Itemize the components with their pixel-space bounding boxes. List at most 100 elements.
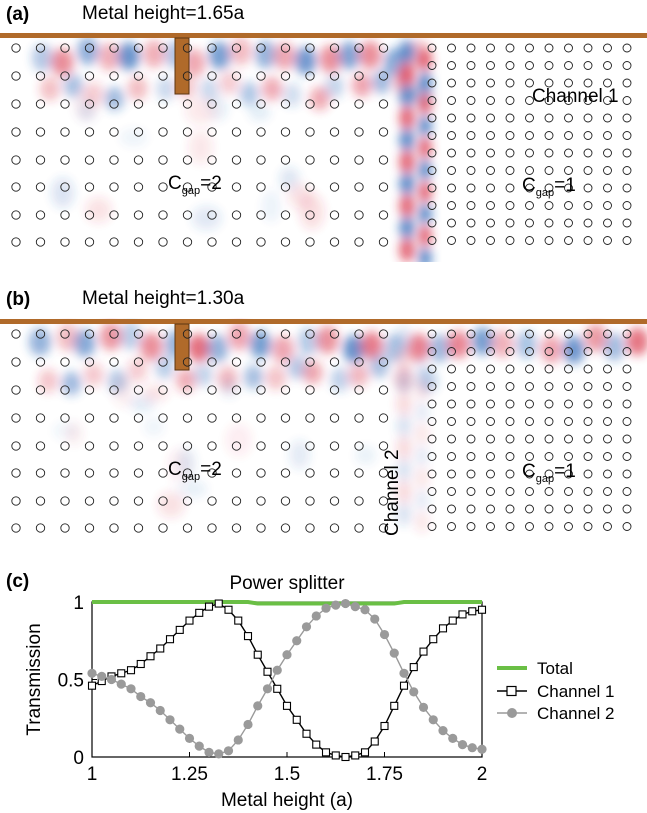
rod	[305, 155, 315, 165]
rod	[280, 329, 291, 339]
series-line	[92, 600, 482, 606]
data-point	[409, 663, 418, 672]
rod	[505, 504, 515, 514]
rod	[305, 237, 315, 247]
rod	[207, 71, 217, 81]
field-blob	[63, 73, 84, 98]
field-blob	[65, 422, 83, 446]
rod	[622, 78, 632, 88]
rod	[564, 452, 573, 461]
rod	[564, 61, 573, 70]
field-blob	[359, 41, 382, 70]
field-blob	[399, 128, 415, 152]
rod	[158, 385, 168, 395]
rod	[564, 166, 573, 175]
field-blob	[396, 502, 412, 526]
data-point	[428, 715, 438, 725]
series-channel-2	[87, 598, 487, 759]
field-blob	[143, 39, 166, 68]
rod	[427, 417, 437, 426]
field-map-a: Cgap=2 Cgap=1 Channel 1	[0, 33, 647, 262]
rod	[544, 43, 554, 53]
rod	[109, 127, 119, 137]
rod	[256, 329, 266, 339]
rod	[256, 385, 266, 395]
rod	[466, 417, 476, 426]
rod	[427, 434, 437, 444]
rod	[466, 347, 476, 356]
rod	[256, 441, 266, 451]
rod	[505, 201, 515, 210]
rod	[133, 413, 144, 423]
rod	[354, 210, 364, 220]
rod	[231, 385, 242, 395]
rod	[35, 385, 46, 395]
rod	[486, 218, 495, 228]
field-blob	[39, 76, 60, 101]
rod	[603, 183, 612, 193]
rod	[622, 504, 632, 514]
rod	[447, 218, 456, 228]
rod	[544, 183, 554, 193]
data-point	[204, 747, 214, 757]
rod	[329, 127, 340, 137]
rod	[305, 210, 315, 220]
rod	[447, 452, 456, 461]
rod	[466, 166, 476, 175]
rod	[603, 364, 612, 374]
rod	[84, 155, 95, 165]
rod	[466, 382, 476, 391]
data-point	[155, 705, 165, 716]
rod	[603, 218, 612, 228]
rod	[525, 399, 534, 409]
rod	[329, 357, 340, 367]
rod	[544, 96, 554, 105]
rod	[544, 364, 554, 374]
legend-entry: Total	[497, 659, 573, 678]
field-blob	[399, 150, 415, 174]
data-point	[380, 721, 389, 731]
rod	[622, 201, 632, 210]
rod	[256, 182, 266, 192]
field-blob	[396, 480, 412, 504]
field-blob	[399, 172, 415, 196]
field-blob	[399, 238, 415, 262]
rod	[109, 155, 119, 165]
rod	[544, 522, 554, 531]
rod	[35, 496, 46, 506]
rod	[564, 347, 573, 356]
rod	[182, 385, 193, 395]
rod	[466, 183, 476, 193]
rod	[207, 496, 217, 506]
field-blob	[249, 330, 272, 359]
rod-lattice	[11, 43, 632, 247]
rod	[84, 357, 95, 367]
rod	[60, 523, 70, 533]
data-point	[145, 698, 156, 708]
rod	[329, 182, 340, 192]
rod	[207, 210, 217, 220]
rod	[466, 78, 476, 88]
data-point	[282, 701, 292, 710]
rod	[447, 382, 456, 391]
rod	[622, 382, 632, 391]
rod	[525, 434, 534, 444]
rod	[622, 417, 632, 426]
rod	[280, 210, 291, 220]
rod	[207, 357, 217, 367]
data-point	[214, 599, 223, 608]
field-blob	[330, 367, 351, 392]
rod	[583, 96, 593, 105]
rod	[378, 523, 389, 533]
field-blob	[254, 40, 277, 69]
rod	[505, 96, 515, 105]
field-blob	[206, 334, 229, 363]
rod	[466, 113, 476, 123]
rod	[564, 417, 573, 426]
field-blob	[415, 445, 429, 467]
rod	[60, 496, 70, 506]
rod	[564, 183, 573, 193]
legend-marker	[506, 685, 517, 697]
rod	[603, 382, 612, 391]
rod	[280, 496, 291, 506]
